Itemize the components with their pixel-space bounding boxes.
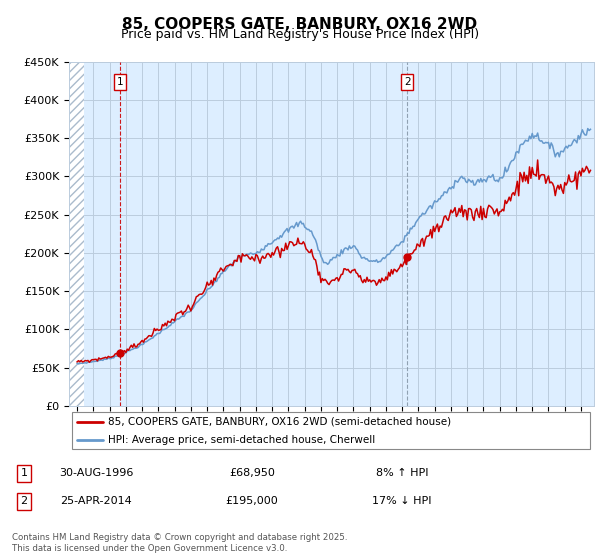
Text: 1: 1 [117,77,124,87]
Text: 2: 2 [20,496,28,506]
FancyBboxPatch shape [71,413,590,449]
Bar [69,62,85,406]
Text: 30-AUG-1996: 30-AUG-1996 [59,468,133,478]
Text: HPI: Average price, semi-detached house, Cherwell: HPI: Average price, semi-detached house,… [109,435,376,445]
Text: 17% ↓ HPI: 17% ↓ HPI [372,496,432,506]
Text: 25-APR-2014: 25-APR-2014 [60,496,132,506]
Text: £68,950: £68,950 [229,468,275,478]
Text: 85, COOPERS GATE, BANBURY, OX16 2WD (semi-detached house): 85, COOPERS GATE, BANBURY, OX16 2WD (sem… [109,417,452,427]
Text: 8% ↑ HPI: 8% ↑ HPI [376,468,428,478]
Text: 1: 1 [20,468,28,478]
Text: 85, COOPERS GATE, BANBURY, OX16 2WD: 85, COOPERS GATE, BANBURY, OX16 2WD [122,17,478,32]
Text: £195,000: £195,000 [226,496,278,506]
Text: Price paid vs. HM Land Registry's House Price Index (HPI): Price paid vs. HM Land Registry's House … [121,28,479,41]
Text: Contains HM Land Registry data © Crown copyright and database right 2025.
This d: Contains HM Land Registry data © Crown c… [12,533,347,553]
Text: 2: 2 [404,77,411,87]
